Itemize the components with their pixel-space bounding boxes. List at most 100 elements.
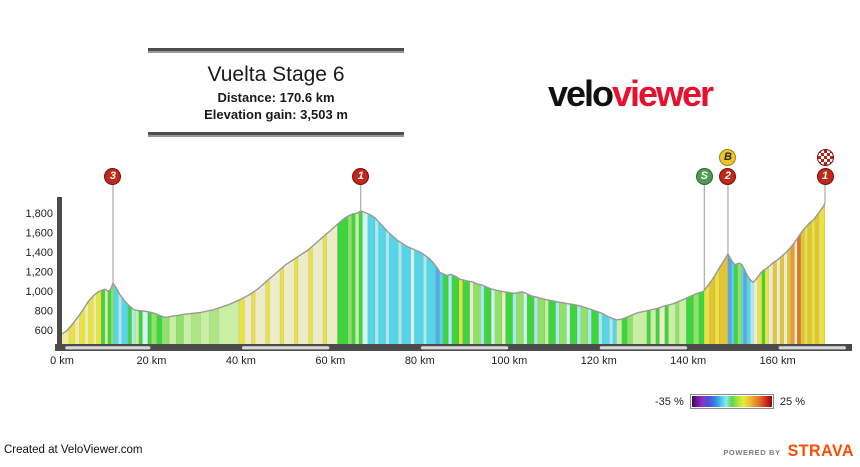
gradient-band — [679, 203, 687, 345]
gradient-band — [632, 203, 648, 345]
gradient-band — [555, 203, 560, 345]
gradient-band — [93, 203, 97, 345]
gradient-band — [709, 203, 715, 345]
y-axis-line — [57, 197, 62, 350]
strava-logo: STRAVA — [787, 442, 854, 461]
gradient-band — [800, 203, 805, 345]
gradient-band — [647, 203, 651, 345]
stage-title-box: Vuelta Stage 6 Distance: 170.6 km Elevat… — [148, 48, 404, 137]
gradient-band — [787, 203, 792, 345]
gradient-band — [587, 203, 592, 345]
x-axis-tick-label: 100 km — [491, 355, 527, 367]
gradient-band — [156, 203, 163, 345]
gradient-band — [378, 203, 386, 345]
gradient-band — [176, 203, 184, 345]
y-axis-tick-label: 1,600 — [25, 228, 53, 240]
gradient-band — [698, 203, 705, 345]
gradient-band — [385, 203, 390, 345]
gradient-band — [502, 203, 506, 345]
page-title: Vuelta Stage 6 — [207, 63, 345, 86]
gradient-band — [135, 203, 139, 345]
gradient-band — [570, 203, 578, 345]
x-axis-tick-label: 160 km — [760, 355, 796, 367]
gradient-band — [104, 203, 109, 345]
x-axis-tick-label: 0 km — [50, 355, 74, 367]
gradient-band — [128, 203, 132, 345]
gradient-band — [686, 203, 694, 345]
gradient-band — [727, 203, 732, 345]
x-axis-tick-label: 20 km — [136, 355, 166, 367]
y-axis-tick-label: 600 — [35, 325, 53, 337]
gradient-band — [719, 203, 728, 345]
gradient-band — [410, 203, 415, 345]
gradient-band — [401, 203, 411, 345]
gradient-band — [244, 203, 252, 345]
gradient-band — [113, 203, 119, 345]
gradient-band — [577, 203, 581, 345]
gradient-band — [808, 203, 812, 345]
y-axis-tick-label: 1,200 — [25, 267, 53, 279]
legend-max-label: 25 % — [779, 395, 805, 408]
gradient-band — [794, 203, 798, 345]
ruler-band — [65, 346, 151, 350]
gradient-band — [108, 203, 112, 345]
gradient-band — [761, 203, 766, 345]
title-rule-top — [148, 48, 404, 53]
gradient-band — [484, 203, 492, 345]
x-axis-tick-label: 140 km — [670, 355, 706, 367]
title-rule-bottom — [148, 132, 404, 137]
gradient-band — [452, 203, 460, 345]
gradient-band — [480, 203, 485, 345]
gradient-band — [818, 203, 826, 345]
gradient-band — [750, 203, 754, 345]
gradient-band — [609, 203, 614, 345]
ruler-band — [778, 346, 846, 350]
gradient-band — [523, 203, 528, 345]
gradient-band — [505, 203, 513, 345]
gradient-band — [96, 203, 102, 345]
gradient-band — [138, 203, 143, 345]
gradient-band — [512, 203, 517, 345]
gradient-band — [668, 203, 676, 345]
ruler-band — [420, 346, 509, 350]
gradient-band — [655, 203, 660, 345]
distance-label: Distance: 170.6 km — [217, 90, 335, 105]
gradient-band — [675, 203, 680, 345]
gradient-band — [79, 203, 85, 345]
gradient-band — [704, 203, 710, 345]
elevation-gain-label: Elevation gain: 3,503 m — [204, 107, 348, 122]
gradient-band — [545, 203, 549, 345]
gradient-band — [598, 203, 603, 345]
gradient-band — [355, 203, 359, 345]
gradient-band — [118, 203, 122, 345]
gradient-band — [469, 203, 474, 345]
x-axis-tick-label: 60 km — [315, 355, 345, 367]
gradient-band — [491, 203, 495, 345]
gradient-band — [131, 203, 136, 345]
gradient-band — [613, 203, 617, 345]
gradient-band — [218, 203, 240, 345]
gradient-band — [147, 203, 152, 345]
gradient-band — [548, 203, 556, 345]
gradient-band — [741, 203, 744, 345]
gradient-band — [280, 203, 284, 345]
gradient-band — [62, 203, 70, 345]
gradient-band — [811, 203, 816, 345]
gradient-band — [580, 203, 588, 345]
gradient-band — [348, 203, 352, 345]
gradient-band — [414, 203, 424, 345]
gradient-band — [162, 203, 170, 345]
profile-outline — [61, 202, 826, 335]
gradient-band — [84, 203, 89, 345]
gradient-band — [602, 203, 610, 345]
gradient-band — [797, 203, 801, 345]
gradient-band — [265, 203, 270, 345]
gradient-band — [448, 203, 453, 345]
gradient-band — [358, 203, 363, 345]
gradient-bands — [62, 203, 826, 345]
y-axis-tick-label: 1,000 — [25, 286, 53, 298]
gradient-band — [537, 203, 546, 345]
gradient-band — [362, 203, 368, 345]
